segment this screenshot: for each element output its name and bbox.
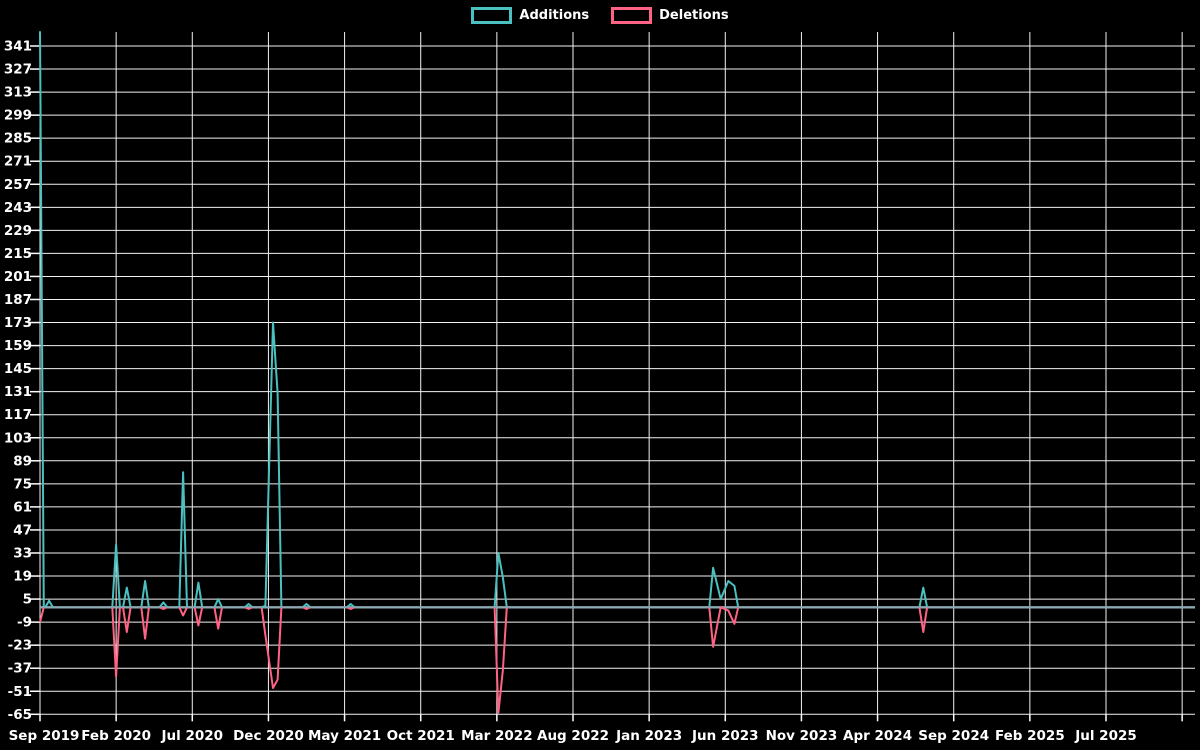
y-tick-label: 187 [4, 292, 32, 308]
y-tick-label: 257 [4, 177, 32, 193]
y-tick-label: 33 [13, 545, 32, 561]
series-additions-spike [213, 598, 223, 608]
series-additions-spike [178, 471, 188, 608]
legend-item-additions[interactable]: Additions [471, 7, 589, 24]
series-deletions-spike [178, 606, 188, 617]
y-tick-label: -9 [17, 615, 32, 631]
y-tick-label: 285 [4, 131, 32, 147]
series-deletions-spike [193, 607, 204, 627]
x-tick-label: May 2021 [308, 728, 381, 744]
y-tick-label: 117 [4, 407, 32, 423]
x-tick-label: Jul 2020 [161, 728, 224, 744]
y-tick-label: 159 [4, 338, 32, 354]
y-tick-label: 341 [4, 39, 32, 55]
y-tick-label: 145 [4, 361, 32, 377]
series-deletions-spike [260, 607, 283, 689]
series-additions-spike [111, 543, 121, 608]
y-tick-label: 243 [4, 200, 32, 216]
x-tick-label: Aug 2022 [537, 728, 609, 744]
x-tick-label: Apr 2024 [843, 728, 912, 744]
y-tick-label: 271 [4, 154, 32, 170]
series-additions-spike [302, 603, 311, 609]
series-additions-spike [140, 580, 150, 608]
series-additions-spike [261, 321, 283, 609]
y-tick-label: 327 [4, 62, 32, 78]
series-deletions-spike [302, 606, 311, 610]
y-tick-label: 75 [13, 476, 32, 492]
y-tick-label: 215 [4, 246, 32, 262]
legend-item-deletions[interactable]: Deletions [611, 7, 729, 24]
y-tick-label: -37 [8, 661, 32, 677]
series-deletions-spike [140, 607, 150, 640]
y-tick-label: -51 [8, 684, 32, 700]
x-tick-label: Sep 2024 [918, 728, 989, 744]
series-additions-spike [918, 586, 929, 608]
deletions-swatch [611, 7, 653, 24]
y-tick-label: 173 [4, 315, 32, 331]
y-tick-label: -23 [8, 638, 32, 654]
x-tick-label: Sep 2019 [9, 728, 80, 744]
legend-label-additions: Additions [519, 8, 590, 23]
x-tick-label: Nov 2023 [766, 728, 838, 744]
x-tick-label: Oct 2021 [387, 728, 455, 744]
series-additions-spike [493, 552, 508, 608]
series-additions-spike [193, 581, 204, 608]
series-deletions-spike [213, 607, 223, 630]
series-deletions-spike [244, 606, 253, 610]
y-tick-label: 313 [4, 85, 32, 101]
x-tick-label: Jun 2023 [691, 728, 759, 744]
y-tick-label: 19 [13, 569, 32, 585]
y-tick-label: 5 [23, 592, 32, 608]
x-tick-label: Jan 2023 [615, 728, 682, 744]
series-additions-spike [44, 599, 54, 608]
additions-swatch [471, 7, 513, 24]
series-deletions-spike [346, 606, 355, 610]
series-additions-spike [39, 31, 45, 608]
y-tick-label: 299 [4, 108, 32, 124]
legend-label-deletions: Deletions [659, 8, 729, 23]
series-deletions-spike [493, 607, 508, 714]
x-tick-label: Feb 2020 [81, 728, 151, 744]
y-tick-label: 229 [4, 223, 32, 239]
series-additions-spike [708, 566, 740, 608]
y-tick-label: 89 [13, 453, 32, 469]
series-deletions-spike [111, 607, 121, 678]
series-deletions-spike [708, 606, 740, 648]
series-additions-spike [122, 586, 132, 608]
x-tick-label: Jul 2025 [1074, 728, 1137, 744]
y-tick-label: 47 [13, 522, 32, 538]
x-tick-label: Dec 2020 [233, 728, 304, 744]
chart-legend: Additions Deletions [0, 7, 1200, 24]
series-additions-spike [158, 601, 168, 608]
series-additions-spike [244, 603, 254, 609]
y-tick-label: 61 [13, 499, 32, 515]
x-tick-label: Feb 2025 [995, 728, 1065, 744]
series-deletions-spike [918, 607, 929, 633]
y-tick-label: 131 [4, 384, 32, 400]
series-deletions-spike [122, 607, 132, 633]
series-deletions-spike [159, 606, 168, 610]
y-tick-label: 103 [4, 430, 32, 446]
series-additions-spike [346, 603, 356, 609]
x-tick-label: Mar 2022 [461, 728, 532, 744]
y-tick-label: 201 [4, 269, 32, 285]
y-tick-label: -65 [8, 707, 32, 723]
series-deletions-spike [39, 607, 45, 623]
